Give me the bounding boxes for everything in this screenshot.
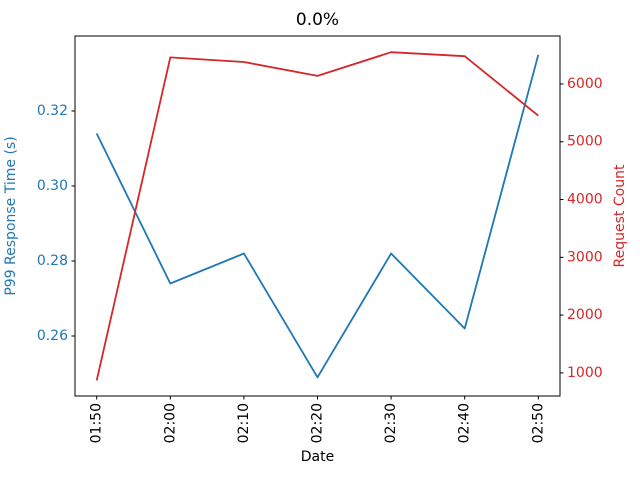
series-line-right [95, 51, 539, 381]
x-tick-label: 02:20 [310, 403, 326, 443]
left-y-axis-title: P99 Response Time (s) [3, 136, 19, 295]
left-tick-label: 0.32 [37, 103, 68, 119]
series-line-left [95, 54, 540, 379]
x-tick-label: 02:30 [383, 403, 399, 443]
left-tick-label: 0.26 [37, 328, 68, 344]
left-tick-label: 0.28 [37, 253, 68, 269]
chart-title: 0.0% [296, 10, 339, 30]
right-y-axis-title: Request Count [612, 164, 628, 267]
right-tick-label: 4000 [567, 192, 603, 208]
x-tick-label: 02:00 [162, 403, 178, 443]
right-tick-label: 3000 [567, 249, 603, 265]
x-tick-label: 01:50 [89, 403, 105, 443]
x-tick-label: 02:10 [236, 403, 252, 443]
x-tick-label: 02:40 [457, 403, 473, 443]
right-tick-label: 5000 [567, 134, 603, 150]
chart-dynamic-layer: 01:50 02:00 02:10 02:20 02:30 02:40 02:50 0.26 0… [37, 35, 603, 443]
right-tick-label: 6000 [567, 76, 603, 92]
plot-frame [74, 35, 561, 397]
right-tick-label: 2000 [567, 307, 603, 323]
left-tick-label: 0.30 [37, 178, 68, 194]
x-tick-label: 02:50 [530, 403, 546, 443]
right-tick-label: 1000 [567, 365, 603, 381]
x-axis-title: Date [301, 449, 334, 465]
